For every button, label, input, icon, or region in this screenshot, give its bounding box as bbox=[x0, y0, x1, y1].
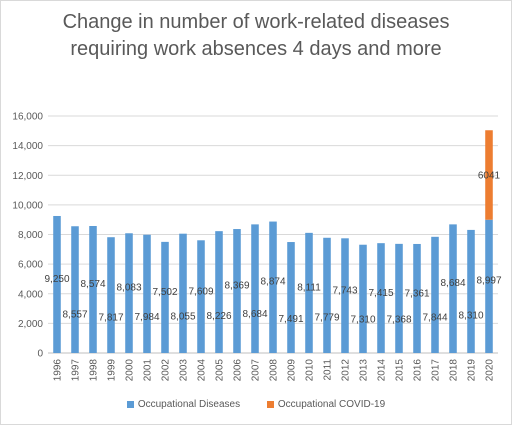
data-label-occupational: 8,684 bbox=[242, 309, 267, 320]
bar-occupational bbox=[161, 241, 169, 353]
data-label-occupational: 7,368 bbox=[386, 314, 411, 325]
legend-label-occupational: Occupational Diseases bbox=[137, 399, 241, 410]
chart-title: Change in number of work-related disease… bbox=[62, 11, 450, 60]
x-tick-label: 2015 bbox=[395, 359, 406, 382]
bar-occupational bbox=[107, 237, 115, 353]
y-tick-label: 0 bbox=[37, 349, 43, 360]
data-label-occupational: 8,111 bbox=[297, 283, 321, 294]
bar-occupational bbox=[323, 237, 331, 353]
y-tick-label: 4,000 bbox=[18, 289, 43, 300]
bar-occupational bbox=[305, 232, 313, 353]
legend-swatch-covid bbox=[266, 400, 274, 408]
x-tick-label: 2012 bbox=[341, 359, 352, 382]
y-tick-label: 2,000 bbox=[18, 319, 43, 330]
bar-occupational bbox=[287, 242, 295, 353]
x-tick-label: 2003 bbox=[179, 359, 190, 382]
bar-occupational bbox=[197, 240, 205, 353]
x-tick-label: 2014 bbox=[377, 359, 388, 382]
x-tick-label: 2010 bbox=[305, 359, 316, 382]
x-tick-label: 2005 bbox=[215, 359, 226, 382]
x-tick-label: 2017 bbox=[431, 359, 442, 382]
x-tick-label: 2000 bbox=[125, 359, 136, 382]
bar-occupational bbox=[377, 243, 385, 353]
bar-covid bbox=[485, 130, 493, 220]
bar-occupational bbox=[215, 231, 223, 353]
data-label-occupational: 7,609 bbox=[188, 286, 213, 297]
y-tick-label: 12,000 bbox=[12, 171, 43, 182]
data-label-occupational: 7,844 bbox=[422, 312, 447, 323]
data-label-occupational: 8,083 bbox=[116, 283, 141, 294]
x-tick-label: 2004 bbox=[197, 359, 208, 382]
data-label-covid: 6041 bbox=[478, 170, 501, 181]
bar-occupational bbox=[467, 229, 475, 353]
x-tick-label: 2016 bbox=[413, 359, 424, 382]
x-tick-label: 2002 bbox=[161, 359, 172, 382]
x-tick-label: 2006 bbox=[233, 359, 244, 382]
bar-occupational bbox=[53, 215, 61, 353]
legend: Occupational Diseases Occupational COVID… bbox=[1, 399, 511, 410]
data-label-occupational: 7,743 bbox=[332, 285, 357, 296]
x-tick-label: 2001 bbox=[143, 359, 154, 382]
bar-occupational bbox=[89, 225, 97, 353]
data-label-occupational: 8,557 bbox=[62, 310, 87, 321]
x-tick-label: 2020 bbox=[485, 359, 496, 382]
data-label-occupational: 7,817 bbox=[98, 313, 123, 324]
x-tick-label: 2008 bbox=[269, 359, 280, 382]
legend-item-occupational: Occupational Diseases bbox=[126, 399, 241, 410]
bar-occupational bbox=[143, 234, 151, 353]
x-tick-label: 2013 bbox=[359, 359, 370, 382]
bar-occupational bbox=[251, 224, 259, 353]
y-tick-label: 14,000 bbox=[12, 141, 43, 152]
data-label-occupational: 7,779 bbox=[314, 313, 339, 324]
x-tick-label: 2011 bbox=[323, 359, 334, 381]
data-label-occupational: 9,250 bbox=[44, 274, 69, 285]
bar-occupational bbox=[413, 243, 421, 353]
bar-occupational bbox=[233, 229, 241, 353]
data-label-occupational: 7,502 bbox=[152, 287, 177, 298]
data-label-occupational: 8,684 bbox=[440, 278, 465, 289]
bar-occupational bbox=[485, 219, 493, 353]
bar-occupational bbox=[341, 238, 349, 353]
x-tick-label: 2018 bbox=[449, 359, 460, 382]
y-tick-label: 10,000 bbox=[12, 200, 43, 211]
data-label-occupational: 7,310 bbox=[350, 315, 375, 326]
data-label-occupational: 8,369 bbox=[224, 281, 249, 292]
data-label-occupational: 7,415 bbox=[368, 288, 393, 299]
y-tick-label: 6,000 bbox=[18, 260, 43, 271]
data-label-occupational: 8,055 bbox=[170, 312, 195, 323]
bar-occupational bbox=[71, 226, 79, 353]
legend-item-covid: Occupational COVID-19 bbox=[266, 399, 386, 410]
x-tick-label: 2019 bbox=[467, 359, 478, 382]
y-tick-label: 8,000 bbox=[18, 230, 43, 241]
x-tick-label: 1998 bbox=[89, 359, 100, 382]
data-label-occupational: 7,984 bbox=[134, 312, 159, 323]
data-label-occupational: 8,310 bbox=[458, 311, 483, 322]
x-tick-label: 1997 bbox=[71, 359, 82, 382]
data-label-occupational: 8,874 bbox=[260, 277, 285, 288]
legend-label-covid: Occupational COVID-19 bbox=[277, 399, 386, 410]
bar-occupational bbox=[395, 243, 403, 353]
legend-swatch-occupational bbox=[126, 400, 134, 408]
data-label-occupational: 7,491 bbox=[278, 314, 303, 325]
bar-occupational bbox=[179, 233, 187, 353]
data-label-occupational: 8,226 bbox=[206, 311, 231, 322]
x-tick-label: 2007 bbox=[251, 359, 262, 382]
x-tick-label: 1999 bbox=[107, 359, 118, 382]
x-tick-label: 1996 bbox=[53, 359, 64, 382]
bar-occupational bbox=[269, 221, 277, 353]
bar-occupational bbox=[125, 233, 133, 353]
data-label-occupational: 8,574 bbox=[80, 279, 105, 290]
y-tick-label: 16,000 bbox=[12, 112, 43, 123]
data-label-occupational: 8,997 bbox=[476, 276, 501, 287]
bar-occupational bbox=[431, 236, 439, 353]
x-tick-label: 2009 bbox=[287, 359, 298, 382]
data-label-occupational: 7,361 bbox=[404, 288, 429, 299]
bar-occupational bbox=[359, 244, 367, 353]
bar-occupational bbox=[449, 224, 457, 353]
